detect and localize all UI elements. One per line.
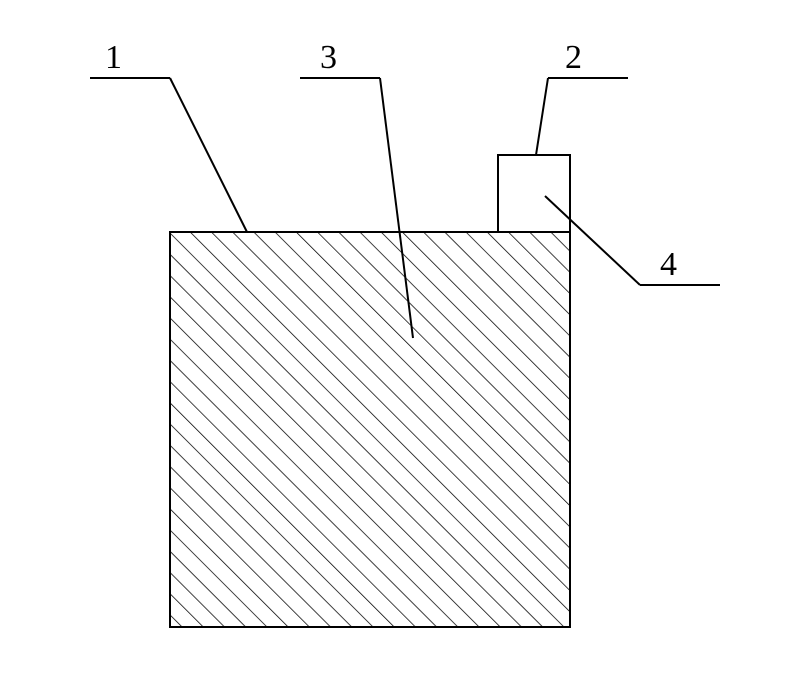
small-block — [498, 155, 570, 232]
label-text-3: 3 — [320, 39, 337, 76]
callout-label-1: 1 — [90, 39, 247, 232]
callout-label-2: 2 — [536, 39, 628, 155]
leader-line — [170, 78, 247, 232]
label-text-1: 1 — [105, 39, 122, 76]
diagram-canvas: 1 3 2 4 — [0, 0, 800, 676]
callout-label-4: 4 — [545, 196, 720, 285]
main-block — [170, 232, 570, 627]
label-text-4: 4 — [660, 246, 677, 283]
label-text-2: 2 — [565, 39, 582, 76]
leader-line — [536, 78, 548, 155]
